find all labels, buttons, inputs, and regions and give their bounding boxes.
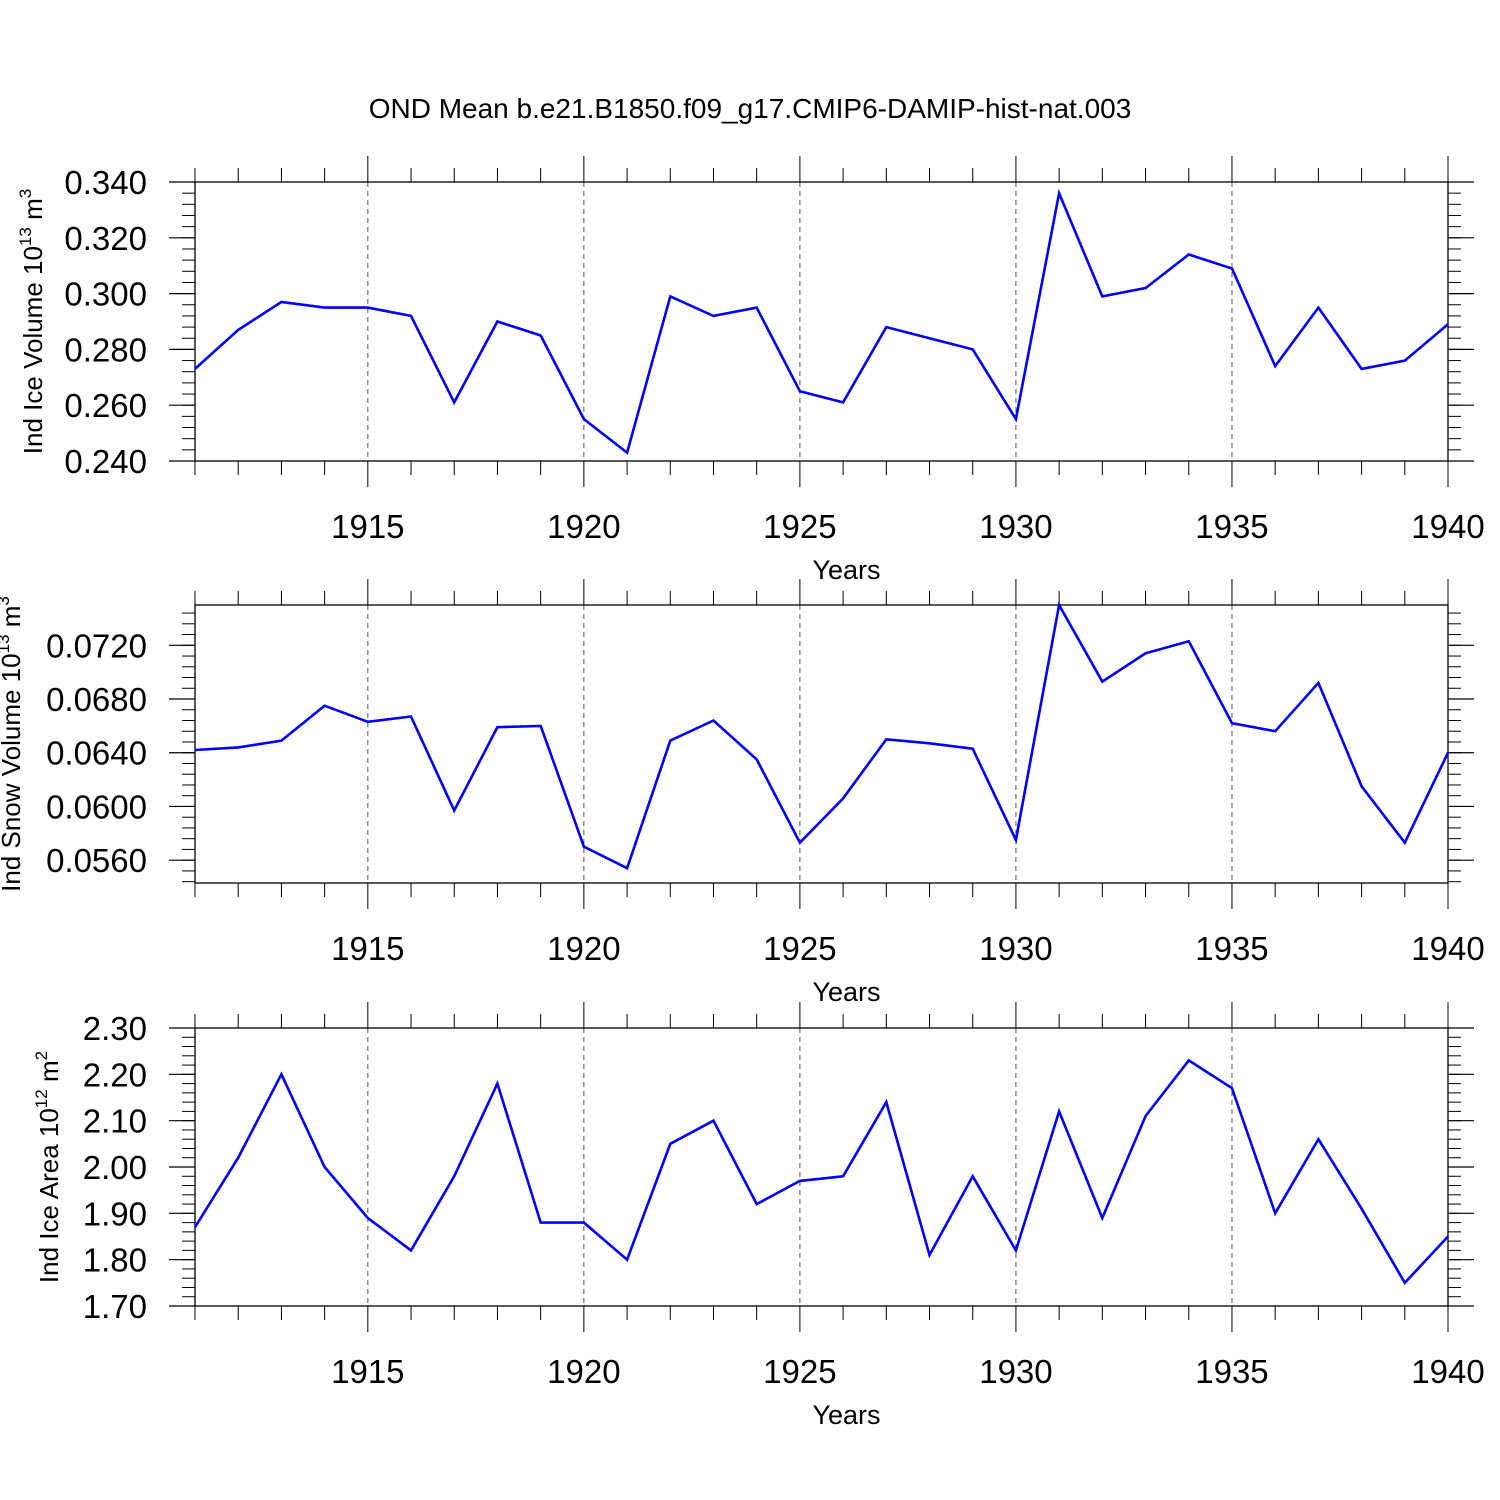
y-tick-label: 1.80 xyxy=(83,1242,147,1279)
chart-panel-1: 1915 1920 1925 1930 1935 1940 0.240 0.260 0.280 0… xyxy=(16,156,1485,585)
y-tick-label: 0.300 xyxy=(64,276,147,313)
x-axis-label: Years xyxy=(812,977,880,1007)
y-tick-label: 1.90 xyxy=(83,1195,147,1232)
plot-frame xyxy=(194,604,1449,884)
x-tick-label: 1930 xyxy=(979,1353,1052,1390)
y-tick-label: 2.10 xyxy=(83,1103,147,1140)
x-tick-label: 1940 xyxy=(1411,930,1484,967)
plot-frame xyxy=(194,181,1449,462)
x-tick-label: 1915 xyxy=(331,930,404,967)
y-tick-label: 0.260 xyxy=(64,387,147,424)
data-series-line xyxy=(193,1058,1449,1285)
y-tick-label: 0.0600 xyxy=(46,788,147,825)
x-tick-label: 1920 xyxy=(547,930,620,967)
y-tick-label: 2.20 xyxy=(83,1056,147,1093)
y-tick-label: 1.70 xyxy=(83,1288,147,1325)
x-tick-label: 1925 xyxy=(763,1353,836,1390)
x-tick-label: 1935 xyxy=(1195,1353,1268,1390)
x-tick-label: 1935 xyxy=(1195,930,1268,967)
y-tick-label: 2.00 xyxy=(83,1149,147,1186)
x-tick-label: 1925 xyxy=(763,508,836,545)
x-tick-label: 1920 xyxy=(547,1353,620,1390)
y-axis-label: Ind Snow Volume 1013 m3 xyxy=(0,596,26,892)
chart-panel-3: 1915 1920 1925 1930 1935 1940 1.70 1.80 1.90 2.00… xyxy=(32,1002,1485,1430)
x-axis-label: Years xyxy=(812,555,880,585)
x-tick-label: 1925 xyxy=(763,930,836,967)
chart-title: OND Mean b.e21.B1850.f09_g17.CMIP6-DAMIP… xyxy=(369,93,1132,124)
x-tick-label: 1940 xyxy=(1411,1353,1484,1390)
chart-panel-2: 1915 1920 1925 1930 1935 1940 0.0560 0.0600 0.06… xyxy=(0,579,1485,1007)
y-tick-label: 0.320 xyxy=(64,220,147,257)
x-tick-label: 1935 xyxy=(1195,508,1268,545)
x-tick-label: 1940 xyxy=(1411,508,1484,545)
data-series-line xyxy=(194,601,1450,871)
y-axis-label: Ind Ice Area 1012 m2 xyxy=(32,1051,64,1283)
x-axis-label: Years xyxy=(812,1400,880,1430)
x-tick-label: 1915 xyxy=(331,508,404,545)
y-tick-label: 0.0720 xyxy=(46,627,147,664)
y-axis-label: Ind Ice Volume 1013 m3 xyxy=(16,189,48,454)
data-series-line xyxy=(194,188,1449,455)
y-tick-label: 0.0640 xyxy=(46,735,147,772)
y-tick-label: 0.280 xyxy=(64,331,147,368)
y-tick-label: 2.30 xyxy=(83,1010,147,1047)
y-tick-label: 0.340 xyxy=(64,164,147,201)
x-tick-label: 1930 xyxy=(979,508,1052,545)
x-tick-label: 1915 xyxy=(331,1353,404,1390)
y-tick-label: 0.0560 xyxy=(46,842,147,879)
y-tick-label: 0.0680 xyxy=(46,681,147,718)
x-tick-label: 1930 xyxy=(979,930,1052,967)
y-tick-label: 0.240 xyxy=(64,443,147,480)
x-tick-label: 1920 xyxy=(547,508,620,545)
